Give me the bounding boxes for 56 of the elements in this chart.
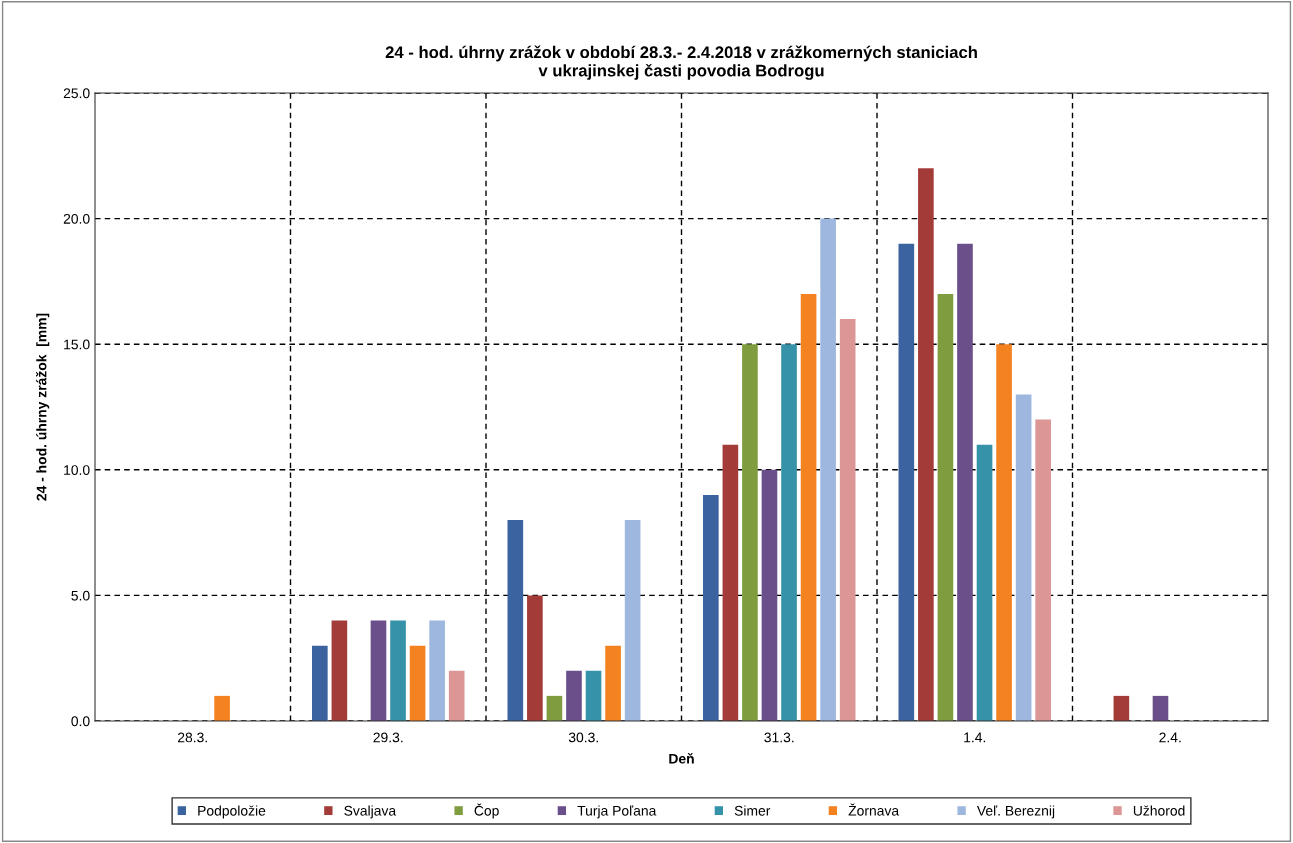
bar	[370, 620, 387, 721]
legend-label: Svaljava	[344, 805, 397, 819]
bar	[546, 695, 563, 721]
legend-label: Veľ. Bereznij	[976, 805, 1055, 819]
y-tick-label: 25.0	[63, 88, 90, 99]
y-tick-label: 0.0	[71, 716, 90, 727]
bar	[996, 344, 1012, 721]
bar	[1015, 394, 1032, 721]
bar	[507, 520, 524, 721]
bar	[331, 620, 348, 721]
y-axis-title: 24 - hod. úhrny zrážok [mm]	[35, 313, 50, 501]
x-tick-label: 31.3.	[764, 732, 794, 743]
bar	[937, 293, 954, 721]
bar	[742, 344, 758, 721]
x-tick-label: 30.3.	[568, 732, 598, 743]
bar	[214, 695, 230, 721]
bar	[527, 595, 543, 721]
bar	[566, 670, 582, 721]
x-axis-title: Deň	[669, 753, 694, 764]
y-tick-label: 15.0	[64, 339, 90, 350]
bar	[624, 520, 641, 721]
y-tick-label: 10.0	[64, 465, 90, 475]
bar	[585, 670, 602, 721]
bar	[605, 645, 621, 721]
y-tick-label: 20.0	[63, 213, 90, 224]
legend-label: Žornava	[848, 803, 900, 816]
chart-title: 24 - hod. úhrny zrážok v období 28.3.- 2.4.2018 v zrážkomerných staniciach v ukrajinskej časti povodia Bodrogu	[385, 45, 977, 80]
x-tick-label: 29.3.	[373, 732, 403, 743]
bar	[820, 218, 836, 721]
bar	[761, 469, 778, 721]
bar	[1152, 695, 1169, 721]
bar	[429, 620, 445, 721]
y-tick-label: 5.0	[71, 590, 90, 601]
legend-label: Užhorod	[1133, 805, 1185, 816]
bar	[957, 243, 973, 721]
bar	[918, 168, 934, 721]
legend-label: Čop	[474, 803, 499, 819]
bar	[1113, 695, 1130, 721]
bar	[839, 319, 856, 721]
x-tick-label: 2.4.	[1159, 732, 1181, 743]
bar	[722, 444, 739, 721]
bar	[898, 243, 915, 721]
bar	[781, 344, 797, 721]
x-tick-label: 28.3.	[178, 732, 207, 743]
bar	[390, 620, 406, 721]
bar	[312, 645, 328, 721]
bar	[448, 670, 465, 721]
bar	[409, 645, 426, 721]
bar	[1035, 419, 1051, 721]
x-tick-label: 1.4.	[964, 732, 986, 743]
legend-label: Turja Poľana	[577, 805, 657, 819]
bar	[703, 494, 719, 721]
bar	[976, 444, 993, 721]
legend-label: Podpoložie	[198, 805, 266, 819]
bar	[800, 293, 817, 721]
legend-label: Simer	[734, 805, 771, 816]
